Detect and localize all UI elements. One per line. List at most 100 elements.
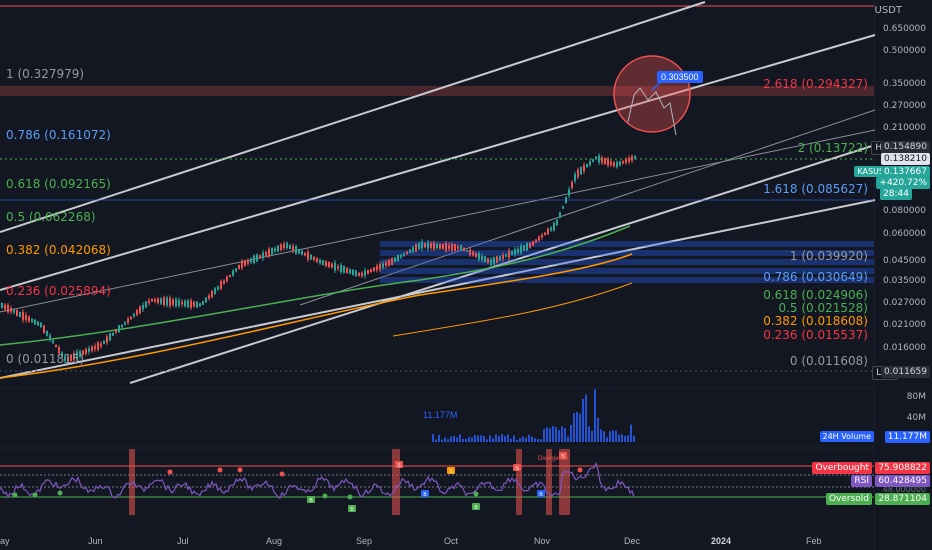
candle-body bbox=[316, 258, 318, 262]
volume-bar bbox=[534, 438, 536, 442]
candle-body bbox=[256, 254, 258, 262]
candle-body bbox=[625, 159, 627, 163]
signal-flag bbox=[307, 496, 315, 503]
volume-bar bbox=[615, 430, 617, 442]
candle-body bbox=[424, 243, 426, 248]
price-tick: 0.080000 bbox=[883, 206, 926, 216]
volume-bar bbox=[453, 436, 455, 442]
candle-body bbox=[526, 242, 528, 251]
volume-tick-80m: 80M bbox=[906, 392, 926, 402]
candle-body bbox=[229, 274, 231, 278]
candle-body bbox=[490, 259, 492, 265]
signal-flag bbox=[472, 503, 480, 510]
candle-body bbox=[607, 158, 609, 166]
candle-body bbox=[193, 302, 195, 307]
high-value: 0.154890 bbox=[881, 141, 930, 153]
candle-body bbox=[571, 182, 573, 188]
volume-bar bbox=[531, 436, 533, 442]
candle-body bbox=[181, 301, 183, 305]
low-value: 0.011659 bbox=[881, 366, 930, 378]
volume-bar bbox=[567, 436, 569, 442]
candle-body bbox=[628, 158, 630, 162]
trendlines[interactable] bbox=[0, 1, 876, 384]
candle-body bbox=[277, 245, 279, 252]
price-axis[interactable]: USDT 0.650000 0.500000 0.350000 0.270000 0.2… bbox=[812, 0, 932, 530]
volume-bar bbox=[564, 428, 566, 442]
candle-body bbox=[268, 248, 270, 257]
candle-body bbox=[397, 254, 399, 262]
volume-bar bbox=[507, 434, 509, 442]
candle-body bbox=[73, 353, 75, 360]
candle-body bbox=[460, 245, 462, 251]
fib-label-right: 2.618 (0.294327) bbox=[763, 77, 868, 91]
volume-tick-40m: 40M bbox=[906, 413, 926, 423]
highlight-circle[interactable] bbox=[613, 55, 691, 133]
volume-bar bbox=[537, 439, 539, 442]
candle-body bbox=[235, 268, 237, 272]
candle-body bbox=[427, 242, 429, 249]
candle-body bbox=[553, 222, 555, 231]
candle-body bbox=[388, 260, 390, 266]
volume-bar bbox=[447, 439, 449, 442]
candle-body bbox=[37, 321, 39, 326]
volume-bar bbox=[456, 437, 458, 442]
candle-body bbox=[283, 243, 285, 249]
signal-flag-letter: S bbox=[449, 469, 453, 475]
candle-body bbox=[415, 244, 417, 252]
signal-dot bbox=[12, 492, 18, 498]
candle-body bbox=[514, 249, 516, 255]
volume-bar bbox=[591, 430, 593, 442]
candle-body bbox=[505, 254, 507, 257]
candle-body bbox=[562, 206, 564, 209]
candle-body bbox=[577, 169, 579, 177]
candle-body bbox=[190, 300, 192, 308]
fib-label-right: 0.618 (0.024906) bbox=[763, 288, 868, 302]
candle-body bbox=[358, 272, 360, 276]
signal-flag bbox=[395, 461, 403, 468]
countdown: 28:44 bbox=[880, 188, 912, 200]
candle-body bbox=[610, 161, 612, 165]
volume-bar bbox=[489, 435, 491, 442]
rsi-zone bbox=[516, 449, 522, 515]
candle-body bbox=[541, 234, 543, 238]
candle-body bbox=[493, 257, 495, 265]
candle-body bbox=[496, 256, 498, 263]
candlesticks[interactable] bbox=[1, 153, 636, 364]
time-tick: Oct bbox=[444, 536, 459, 546]
volume-bar bbox=[609, 431, 611, 442]
volume-marker: 11.177M bbox=[423, 410, 458, 420]
candle-body bbox=[598, 155, 600, 163]
candle-body bbox=[145, 301, 147, 308]
candle-body bbox=[304, 253, 306, 256]
volume-bar bbox=[492, 438, 494, 442]
candle-body bbox=[31, 318, 33, 323]
time-tick: Jun bbox=[88, 536, 103, 546]
volume-bar bbox=[540, 439, 542, 442]
candle-body bbox=[262, 252, 264, 258]
candle-body bbox=[172, 299, 174, 305]
candle-body bbox=[367, 269, 369, 275]
volume-bar bbox=[522, 436, 524, 442]
candle-body bbox=[373, 267, 375, 272]
candle-body bbox=[382, 263, 384, 268]
candle-body bbox=[487, 258, 489, 263]
volume-bar bbox=[579, 413, 581, 442]
volume-bar bbox=[513, 435, 515, 442]
candle-body bbox=[328, 261, 330, 268]
fib-label-right: 0.382 (0.018608) bbox=[763, 314, 868, 328]
candle-body bbox=[592, 159, 594, 162]
signal-dot bbox=[237, 467, 243, 473]
candle-body bbox=[217, 286, 219, 290]
volume-bar bbox=[483, 435, 485, 442]
price-annotation[interactable]: 0.303500 bbox=[657, 71, 703, 83]
candle-body bbox=[259, 254, 261, 259]
candle-body bbox=[349, 269, 351, 274]
fib-label-right: 1 (0.039920) bbox=[789, 249, 868, 263]
candle-body bbox=[580, 166, 582, 175]
candle-body bbox=[406, 251, 408, 254]
candle-body bbox=[508, 250, 510, 258]
candle-body bbox=[337, 266, 339, 269]
rsi-zone bbox=[546, 449, 552, 515]
